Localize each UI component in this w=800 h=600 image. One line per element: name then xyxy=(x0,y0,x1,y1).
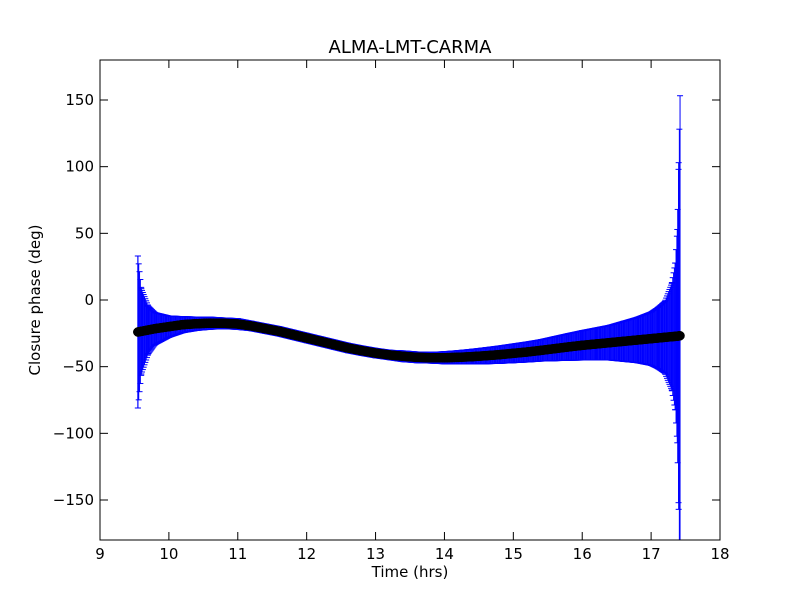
data-point xyxy=(274,326,284,337)
x-tick-label: 10 xyxy=(159,545,178,563)
data-point xyxy=(343,343,353,353)
data-point xyxy=(577,340,587,351)
data-point xyxy=(632,335,643,345)
data-point xyxy=(233,319,243,329)
x-axis-label: Time (hrs) xyxy=(371,563,449,581)
data-point xyxy=(536,345,546,356)
x-tick-label: 16 xyxy=(573,545,592,563)
y-tick-label: 150 xyxy=(65,91,94,109)
data-point xyxy=(675,330,685,341)
x-tick-label: 14 xyxy=(435,545,454,563)
data-point xyxy=(412,352,422,363)
y-tick-label: 50 xyxy=(75,224,94,242)
plot-area xyxy=(100,60,720,540)
y-tick-label: −100 xyxy=(53,424,94,442)
x-tick-label: 15 xyxy=(504,545,523,563)
y-tick-label: −50 xyxy=(62,358,94,376)
x-tick-label: 11 xyxy=(228,545,247,563)
y-tick-label: −150 xyxy=(53,491,94,509)
data-point xyxy=(494,349,505,360)
x-tick-label: 18 xyxy=(710,545,729,563)
x-tick-label: 9 xyxy=(95,545,105,563)
data-point xyxy=(177,319,188,330)
data-point xyxy=(301,333,312,343)
data-point xyxy=(315,336,326,347)
data-point xyxy=(522,347,532,357)
x-axis: 9 10 11 12 13 14 15 16 17 18 xyxy=(95,60,730,563)
data-point xyxy=(260,323,271,334)
data-point xyxy=(591,339,601,349)
data-point xyxy=(439,352,450,363)
y-tick-label: 0 xyxy=(84,291,94,309)
data-point xyxy=(398,351,408,362)
chart-title: ALMA-LMT-CARMA xyxy=(329,37,493,58)
data-point xyxy=(508,348,519,359)
data-point xyxy=(329,339,339,350)
data-point xyxy=(164,321,174,332)
data-point xyxy=(453,352,463,363)
data-point xyxy=(205,318,215,328)
data-point xyxy=(357,345,367,356)
data-point xyxy=(563,342,574,352)
data-point xyxy=(370,348,381,358)
y-tick-label: 100 xyxy=(65,158,94,176)
data-point xyxy=(425,352,436,363)
x-tick-label: 12 xyxy=(297,545,316,563)
data-point xyxy=(481,350,491,361)
x-tick-label: 17 xyxy=(642,545,661,563)
data-point xyxy=(150,323,160,334)
data-point xyxy=(605,337,615,348)
data-point xyxy=(219,318,229,329)
data-point xyxy=(191,318,202,329)
data-point xyxy=(549,343,560,354)
y-axis: −150 −100 −50 0 50 100 150 xyxy=(53,91,720,509)
data-point xyxy=(288,329,298,340)
data-layer xyxy=(133,95,685,540)
data-point xyxy=(467,351,477,362)
data-point xyxy=(618,336,629,347)
data-point xyxy=(384,350,395,360)
x-tick-label: 13 xyxy=(366,545,385,563)
y-axis-label: Closure phase (deg) xyxy=(26,225,44,376)
data-point xyxy=(246,321,257,331)
